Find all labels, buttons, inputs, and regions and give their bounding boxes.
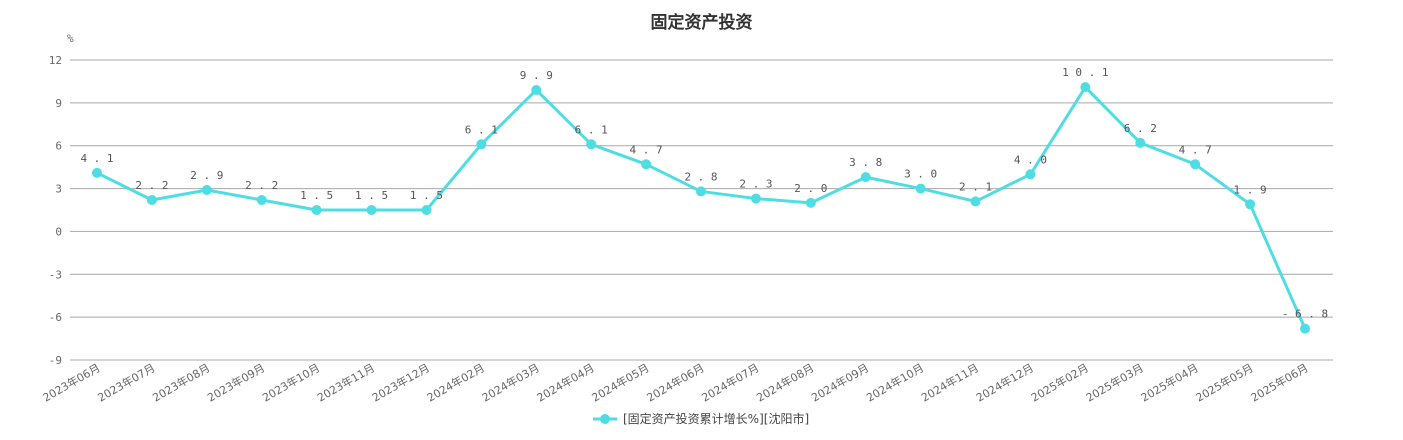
data-label: 2 . 0 <box>794 182 827 195</box>
y-axis-ticks: -9 -6 -3 0 3 6 9 12 <box>49 54 62 367</box>
x-tick-label: 2023年12月 <box>370 360 432 404</box>
x-tick-label: 2023年10月 <box>260 360 322 404</box>
data-point[interactable] <box>476 139 487 150</box>
data-label: 2 . 8 <box>684 170 717 183</box>
data-label: 2 . 2 <box>135 179 168 192</box>
data-point[interactable] <box>1025 169 1036 180</box>
x-tick-label: 2024年05月 <box>589 360 651 404</box>
data-point[interactable] <box>1300 323 1310 334</box>
data-point[interactable] <box>146 195 157 205</box>
x-tick-label: 2025年03月 <box>1083 360 1145 404</box>
data-point[interactable] <box>805 197 816 208</box>
x-tick-label: 2025年05月 <box>1193 360 1255 404</box>
data-point[interactable] <box>860 172 871 183</box>
y-tick-label: 9 <box>55 97 62 110</box>
data-point[interactable] <box>421 205 432 215</box>
data-label: 6 . 1 <box>465 123 498 136</box>
data-point[interactable] <box>1245 199 1256 210</box>
x-tick-label: 2025年02月 <box>1028 360 1090 404</box>
x-tick-label: 2024年06月 <box>644 360 706 404</box>
data-point[interactable] <box>366 205 377 215</box>
data-label: 4 . 7 <box>1179 143 1212 156</box>
x-tick-label: 2024年10月 <box>864 360 926 404</box>
x-tick-label: 2024年08月 <box>754 360 816 404</box>
data-point[interactable] <box>92 167 102 178</box>
data-label: 4 . 0 <box>1014 153 1047 166</box>
legend-series-label: [固定资产投资累计增长%][沈阳市] <box>623 411 809 426</box>
data-point[interactable] <box>750 193 761 204</box>
data-point[interactable] <box>531 85 542 95</box>
x-tick-label: 2023年06月 <box>40 360 102 404</box>
x-axis-ticks: 2023年06月2023年07月2023年08月2023年09月2023年10月… <box>40 360 1310 404</box>
x-tick-label: 2024年07月 <box>699 360 761 404</box>
data-label: 6 . 1 <box>575 123 608 136</box>
data-point[interactable] <box>696 186 706 197</box>
y-tick-label: 6 <box>55 140 62 153</box>
data-label: 1 . 5 <box>355 189 388 202</box>
data-label: 4 . 7 <box>630 143 663 156</box>
data-labels: 4 . 1 2 . 2 2 . 9 2 . 2 1 . 5 1 . 5 1 . 5 6 . 1… <box>80 66 1328 320</box>
data-point[interactable] <box>256 195 267 205</box>
data-label: 3 . 0 <box>904 168 937 181</box>
data-label: 3 . 8 <box>849 156 882 169</box>
y-tick-label: -3 <box>49 268 62 281</box>
data-label: 4 . 1 <box>80 152 113 165</box>
data-point[interactable] <box>1080 82 1091 93</box>
data-label: 1 0 . 1 <box>1062 66 1108 79</box>
data-point[interactable] <box>201 185 212 195</box>
gridlines <box>70 59 1333 361</box>
x-tick-label: 2025年06月 <box>1248 360 1310 404</box>
y-tick-label: 12 <box>49 54 62 67</box>
data-point[interactable] <box>1135 137 1146 148</box>
data-label: 6 . 2 <box>1124 122 1157 135</box>
data-label: 1 . 5 <box>410 189 443 202</box>
x-tick-label: 2024年09月 <box>809 360 871 404</box>
y-axis-unit: % <box>67 32 74 45</box>
data-label: 1 . 9 <box>1234 183 1267 196</box>
data-point[interactable] <box>586 139 597 150</box>
x-tick-label: 2023年08月 <box>150 360 212 404</box>
y-tick-label: 3 <box>55 183 62 196</box>
x-tick-label: 2024年03月 <box>479 360 541 404</box>
y-tick-label: -9 <box>49 354 62 367</box>
chart-title: 固定资产投资 <box>650 13 753 33</box>
y-tick-label: -6 <box>49 311 62 324</box>
data-point[interactable] <box>311 205 322 215</box>
x-tick-label: 2024年11月 <box>919 360 981 404</box>
data-label: 1 . 5 <box>300 189 333 202</box>
x-tick-label: 2024年02月 <box>424 360 486 404</box>
x-tick-label: 2024年12月 <box>974 360 1036 404</box>
y-tick-label: 0 <box>55 225 62 238</box>
x-tick-label: 2023年07月 <box>95 360 157 404</box>
x-tick-label: 2023年11月 <box>315 360 377 404</box>
data-label: 2 . 2 <box>245 179 278 192</box>
data-label: - 6 . 8 <box>1282 308 1328 321</box>
data-point[interactable] <box>970 196 981 207</box>
x-tick-label: 2025年04月 <box>1138 360 1200 404</box>
data-label: 2 . 3 <box>739 178 772 191</box>
legend-marker-icon <box>600 414 610 424</box>
legend[interactable]: [固定资产投资累计增长%][沈阳市] <box>593 411 809 426</box>
data-point[interactable] <box>641 159 652 170</box>
data-label: 2 . 9 <box>190 169 223 182</box>
data-point[interactable] <box>915 183 926 194</box>
data-label: 9 . 9 <box>520 69 553 82</box>
data-points <box>92 82 1310 334</box>
x-tick-label: 2023年09月 <box>205 360 267 404</box>
data-label: 2 . 1 <box>959 180 992 193</box>
data-point[interactable] <box>1190 159 1201 170</box>
x-tick-label: 2024年04月 <box>534 360 596 404</box>
